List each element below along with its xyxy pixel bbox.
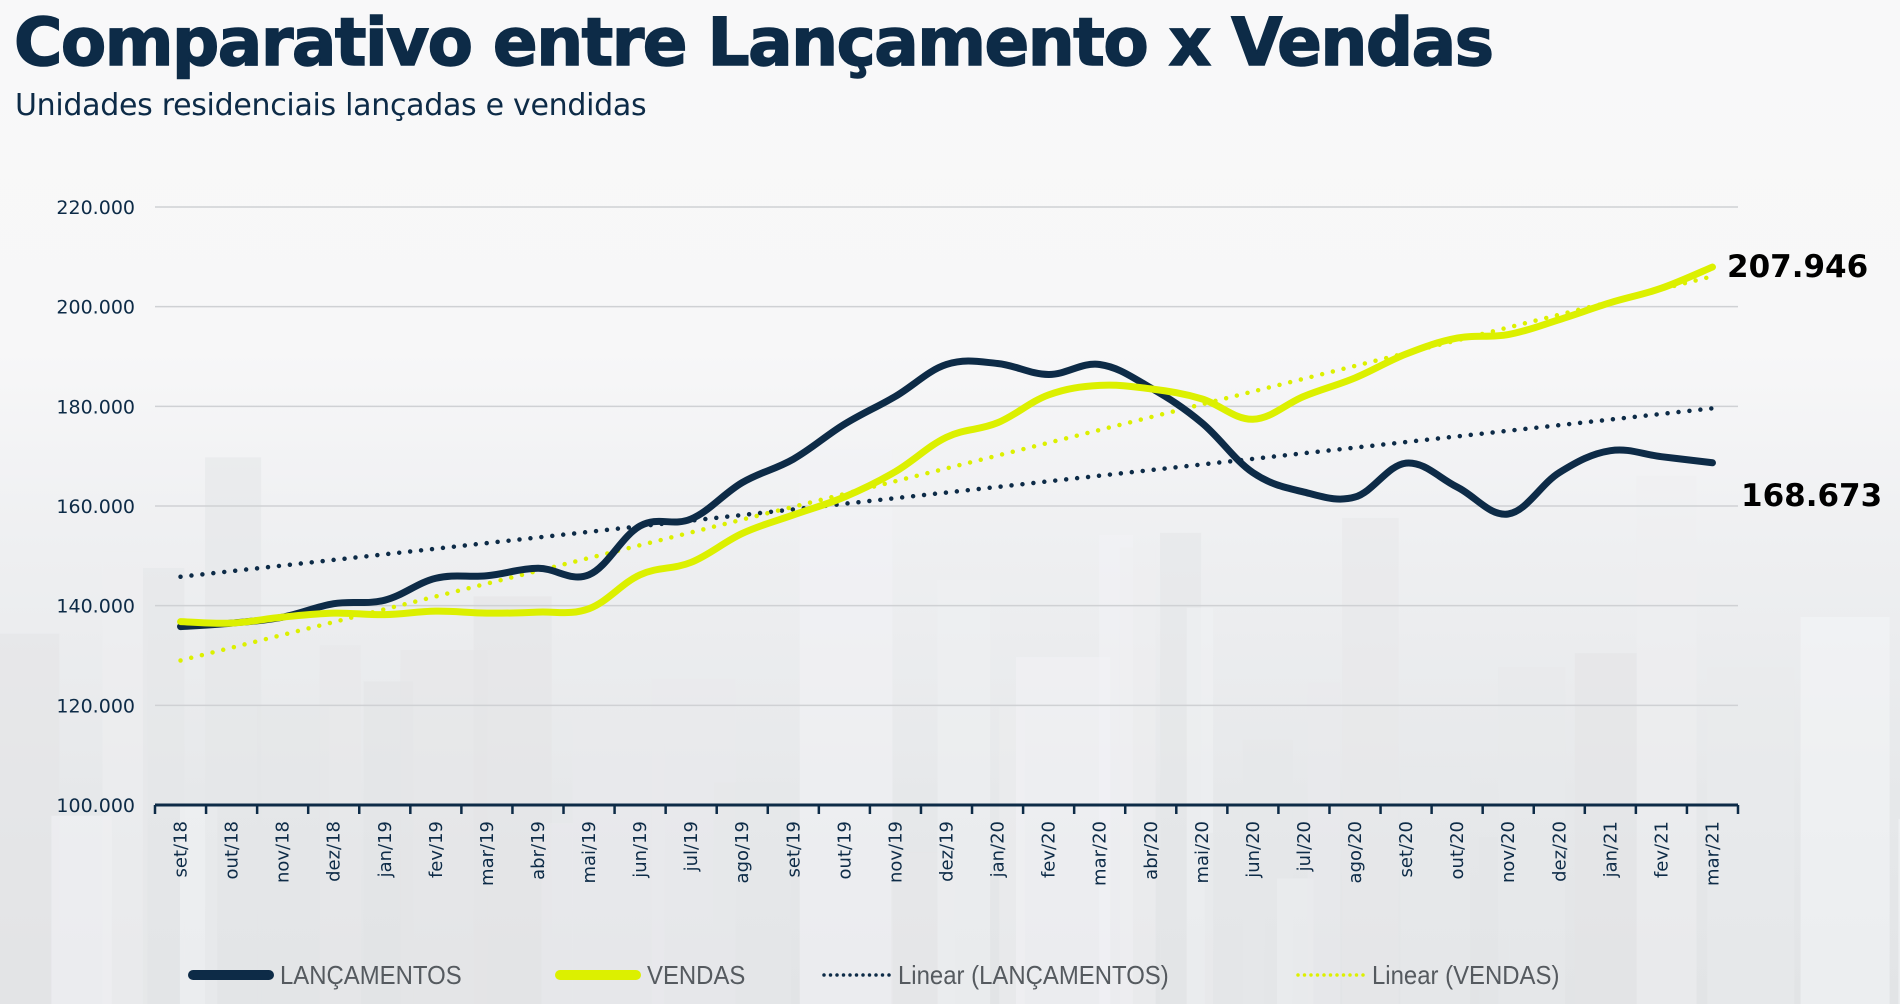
x-tick-label: mar/20 [1090,821,1111,886]
y-tick-label: 140.000 [56,596,135,618]
skyline-building [572,717,665,1004]
skyline-building [205,457,262,1004]
x-tick-label: out/20 [1447,821,1468,879]
x-tick-label: set/19 [783,821,804,877]
skyline-building [1307,682,1341,1004]
legend-label: LANÇAMENTOS [280,959,462,990]
skyline-building [1800,616,1890,1004]
x-tick-label: out/18 [222,821,243,879]
skyline-building [1119,547,1156,1004]
end-value-labels: 207.946 168.673 [1727,249,1882,514]
x-tick-label: jun/19 [630,821,651,879]
legend-item-lancamentos[interactable]: LANÇAMENTOS [188,955,477,995]
skyline-building [257,706,330,1004]
x-tick-label: out/19 [834,821,855,879]
x-tick-label: fev/19 [426,821,447,878]
x-tick-label: jan/19 [375,821,396,878]
x-tick-label: ago/20 [1345,821,1366,883]
x-tick-label: jan/20 [988,821,1009,878]
series-line-lanamentos [177,357,1716,631]
skyline-building [0,633,60,1004]
skyline-building [799,449,893,1004]
chart-legend: LANÇAMENTOS VENDAS Linear (LANÇAMENTOS) … [0,955,1900,995]
skyline-building [713,782,791,1004]
x-tick-label: mai/20 [1192,821,1213,884]
legend-swatch-linear-vendas [1296,973,1366,977]
x-axis-labels: set/18 out/18 nov/18 dez/18 jan/19 fev/19 mar/… [171,821,1724,886]
legend-item-linear-lancamentos[interactable]: Linear (LANÇAMENTOS) [822,955,1192,995]
x-tick-label: fev/21 [1651,821,1672,878]
y-tick-label: 100.000 [56,795,135,817]
x-tick-label: mar/19 [477,821,498,886]
skyline-building [51,815,112,1004]
x-tick-label: jan/21 [1600,821,1621,878]
skyline-building [1898,819,1900,1004]
legend-label: Linear (LANÇAMENTOS) [898,959,1169,990]
skyline-building [937,579,991,1004]
series-group [177,263,1716,663]
x-tick-label: abr/19 [528,821,549,880]
skyline-building [1276,878,1314,1004]
skyline-building [1015,657,1111,1004]
x-tick-label: nov/19 [885,821,906,883]
skyline-building [1574,653,1637,1004]
y-tick-label: 160.000 [56,496,135,518]
legend-swatch-linear-lancamentos [822,973,892,977]
x-tick-label: jul/20 [1294,821,1315,872]
x-tick-label: ago/19 [732,821,753,883]
legend-item-vendas[interactable]: VENDAS [555,955,754,995]
y-tick-label: 200.000 [56,297,135,319]
x-tick-label: mai/19 [579,821,600,884]
skyline-building [1707,667,1795,1004]
x-tick-label: dez/18 [324,821,345,882]
x-tick-label: nov/18 [273,821,294,883]
legend-swatch-lancamentos [188,970,274,980]
skyline-building [1498,666,1566,1004]
legend-swatch-vendas [555,970,641,980]
skyline-building [142,568,185,1004]
x-axis [153,803,1740,814]
end-label-lancamentos: 168.673 [1741,478,1882,514]
x-tick-label: jul/19 [681,821,702,872]
trendline-lanamentos [178,406,1715,580]
y-tick-label: 120.000 [56,695,135,717]
x-tick-label: dez/20 [1549,821,1570,882]
x-tick-label: nov/20 [1498,821,1519,883]
y-axis-ticks: 100.000 120.000 140.000 160.000 180.000 200.0… [56,197,135,817]
skyline-building [1342,517,1399,1004]
trendline-vendas [178,274,1715,663]
legend-label: VENDAS [647,959,746,990]
series-line-vendas [177,263,1716,627]
gridlines [155,206,1738,707]
x-tick-label: jun/20 [1243,821,1264,879]
x-tick-label: set/18 [171,821,192,877]
skyline-building [1636,475,1697,1004]
x-tick-label: fev/20 [1039,821,1060,878]
x-tick-label: dez/19 [937,821,958,882]
page-subtitle: Unidades residenciais lançadas e vendida… [15,88,647,123]
x-tick-label: abr/20 [1141,821,1162,880]
skyline-building [473,596,552,1004]
x-tick-label: set/20 [1396,821,1417,877]
legend-item-linear-vendas[interactable]: Linear (VENDAS) [1296,955,1576,995]
legend-label: Linear (VENDAS) [1372,959,1560,990]
end-label-vendas: 207.946 [1727,249,1868,285]
x-tick-label: mar/21 [1702,821,1723,886]
y-tick-label: 180.000 [56,396,135,418]
y-tick-label: 220.000 [56,197,135,219]
page-title: Comparativo entre Lançamento x Vendas [13,3,1494,82]
skyline-building [400,650,488,1004]
skyline-building [102,551,148,1004]
